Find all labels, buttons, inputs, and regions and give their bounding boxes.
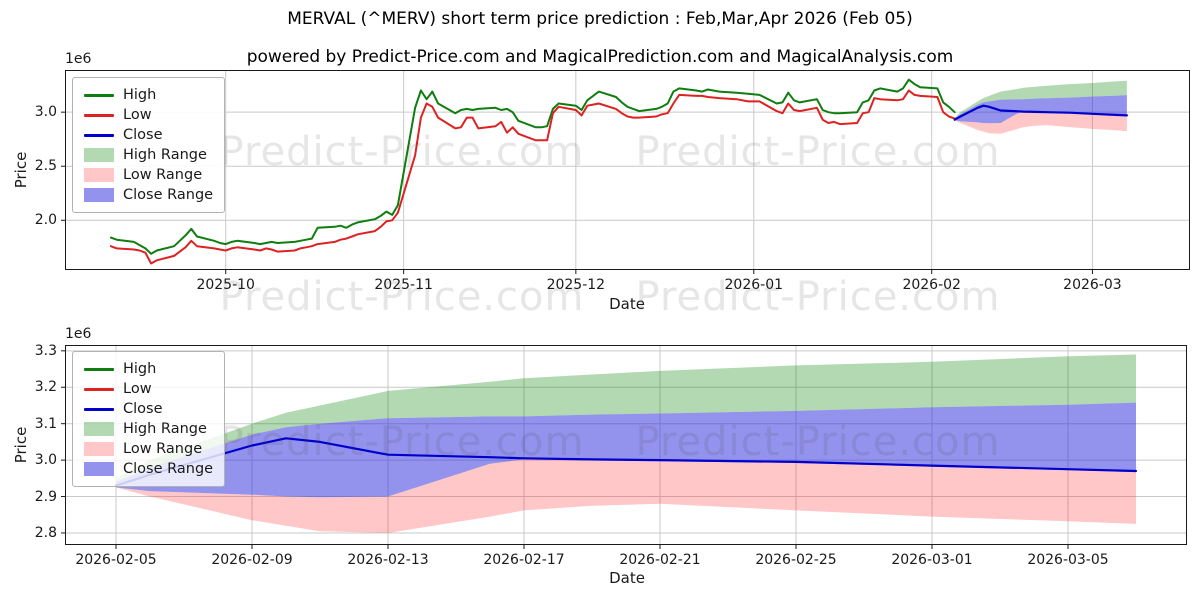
y-tick-label: 3.0 <box>34 452 57 469</box>
legend-item-label: Low Range <box>123 167 203 183</box>
legend-item-label: High <box>123 361 157 377</box>
legend-high-swatch <box>84 367 114 371</box>
legend-close-range-swatch <box>84 188 114 202</box>
legend-item-label: Close <box>123 127 163 143</box>
x-tick-label: 2026-02 <box>902 277 961 293</box>
x-tick-label: 2026-03-01 <box>891 552 973 568</box>
y-tick-label: 2.0 <box>34 212 57 229</box>
low-line <box>109 89 956 265</box>
top-chart-plot <box>61 70 1190 274</box>
legend-item: Close Range <box>84 185 213 205</box>
legend-item-label: High Range <box>123 421 207 437</box>
bottom-y-axis-label: Price <box>12 426 30 464</box>
legend-high-range-swatch <box>84 422 114 436</box>
close-range-band <box>116 402 1136 498</box>
axes-spines <box>65 345 1187 545</box>
legend-item: Low Range <box>84 165 213 185</box>
legend-item-label: Low <box>123 381 152 397</box>
legend-low-range-swatch <box>84 168 114 182</box>
x-tick-label: 2025-12 <box>546 277 606 293</box>
legend-item-label: Low <box>123 107 152 123</box>
high-line <box>109 78 956 255</box>
legend-item: High Range <box>84 145 213 165</box>
x-tick-label: 2026-03 <box>1063 277 1122 293</box>
axes-spines <box>65 70 1190 270</box>
high-range-band <box>954 80 1127 119</box>
low-range-band <box>116 459 1136 533</box>
y-tick-label: 3.1 <box>34 415 57 432</box>
bottom-x-axis-label: Date <box>609 569 645 587</box>
legend-high-range-swatch <box>84 148 114 162</box>
y-tick-label: 2.5 <box>34 158 57 175</box>
legend-item-label: High Range <box>123 147 207 163</box>
x-tick-label: 2026-02-05 <box>75 552 157 568</box>
close-line <box>114 437 1138 487</box>
x-tick-label: 2026-02-25 <box>755 552 837 568</box>
legend-item: Close <box>84 399 213 419</box>
legend-high-swatch <box>84 93 114 97</box>
legend-low-swatch <box>84 113 114 117</box>
y-tick-label: 3.2 <box>34 379 57 396</box>
legend-low-range-swatch <box>84 442 114 456</box>
close-range-band <box>954 95 1127 124</box>
x-tick-label: 2025-10 <box>196 277 255 293</box>
x-tick-label: 2026-03-05 <box>1027 552 1109 568</box>
legend-item: High <box>84 85 213 105</box>
legend-item: Close <box>84 125 213 145</box>
legend-item: Low <box>84 379 213 399</box>
bottom-chart-plot <box>61 345 1187 549</box>
legend-item-label: Close Range <box>123 461 214 477</box>
legend-item: Close Range <box>84 459 213 479</box>
x-tick-label: 2026-02-17 <box>483 552 565 568</box>
legend-item: Low <box>84 105 213 125</box>
top-chart-legend: High Low Close High Range Low Range Close Ran… <box>72 77 226 213</box>
legend-item-label: Low Range <box>123 441 203 457</box>
figure-title: MERVAL (^MERV) short term price predicti… <box>287 9 913 29</box>
x-tick-label: 2026-02-21 <box>619 552 701 568</box>
legend-close-range-swatch <box>84 462 114 476</box>
legend-close-swatch <box>84 407 114 411</box>
low-range-band <box>954 111 1127 134</box>
legend-item-label: Close <box>123 401 163 417</box>
legend-item: High <box>84 359 213 379</box>
bottom-chart-legend: High Low Close High Range Low Range Close Ran… <box>72 351 226 487</box>
y-tick-label: 3.0 <box>34 104 57 121</box>
y-tick-label: 2.9 <box>34 488 57 505</box>
bottom-y-axis-offset-label: 1e6 <box>65 326 92 342</box>
top-y-axis-offset-label: 1e6 <box>65 51 92 67</box>
top-x-axis-label: Date <box>609 295 645 313</box>
x-tick-label: 2026-02-09 <box>211 552 293 568</box>
y-tick-label: 3.3 <box>34 342 57 359</box>
legend-low-swatch <box>84 387 114 391</box>
close-line <box>953 104 1129 121</box>
figure-subtitle: powered by Predict-Price.com and Magical… <box>246 47 954 67</box>
top-y-axis-label: Price <box>12 151 30 189</box>
legend-item: High Range <box>84 419 213 439</box>
legend-close-swatch <box>84 133 114 137</box>
legend-item-label: Close Range <box>123 187 214 203</box>
x-tick-label: 2026-02-13 <box>347 552 429 568</box>
x-tick-label: 2026-01 <box>724 277 784 293</box>
y-tick-label: 2.8 <box>34 524 57 541</box>
x-tick-label: 2025-11 <box>374 277 433 293</box>
legend-item-label: High <box>123 87 157 103</box>
high-range-band <box>116 354 1136 482</box>
legend-item: Low Range <box>84 439 213 459</box>
